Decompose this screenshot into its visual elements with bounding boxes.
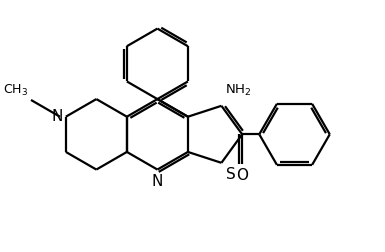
Text: NH$_2$: NH$_2$ — [225, 83, 252, 99]
Text: N: N — [52, 109, 63, 124]
Text: S: S — [226, 167, 236, 182]
Text: O: O — [236, 168, 248, 183]
Text: N: N — [152, 174, 163, 190]
Text: CH$_3$: CH$_3$ — [3, 83, 28, 98]
